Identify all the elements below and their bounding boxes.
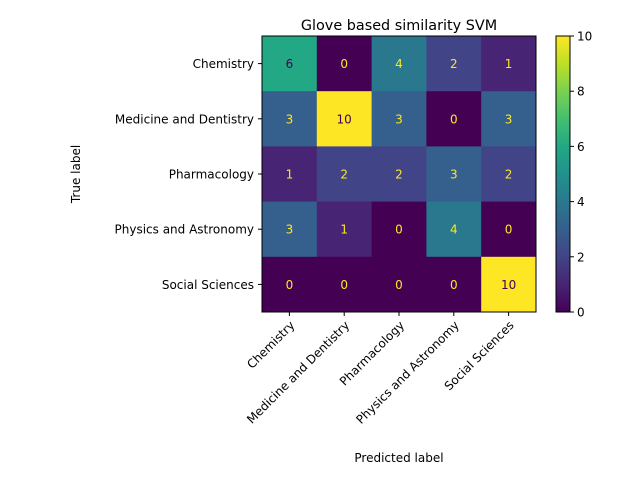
heatmap-cell (426, 146, 482, 203)
heatmap-cell (481, 36, 537, 92)
x-axis-label: Predicted label (354, 451, 443, 465)
cell-value-label: 0 (340, 278, 348, 292)
cell-value-label: 2 (340, 168, 348, 182)
heatmap-cell (371, 91, 427, 147)
heatmap-cell (426, 256, 482, 313)
heatmap-cell (316, 201, 373, 258)
heatmap-cell (316, 146, 373, 203)
cell-value-label: 10 (501, 278, 516, 292)
y-tick-label: Pharmacology (169, 168, 254, 182)
cell-value-label: 3 (450, 168, 458, 182)
heatmap-cell (371, 146, 427, 203)
heatmap-cell (426, 201, 482, 258)
cell-value-label: 3 (505, 112, 513, 126)
cell-value-label: 6 (286, 57, 294, 71)
x-tick-label: Physics and Astronomy (353, 318, 462, 427)
cell-value-label: 3 (286, 223, 294, 237)
heatmap-cell (481, 146, 537, 203)
heatmap-cell (426, 36, 482, 92)
y-tick-label: Social Sciences (162, 278, 254, 292)
y-axis-label: True label (69, 145, 83, 204)
cell-value-label: 4 (450, 223, 458, 237)
x-tick-label: Medicine and Dentistry (244, 318, 352, 426)
heatmap-cell (316, 256, 373, 313)
x-tick-label: Chemistry (244, 318, 297, 371)
cell-value-label: 0 (286, 278, 294, 292)
heatmap-cell (262, 256, 318, 313)
cell-value-label: 2 (505, 168, 513, 182)
colorbar-tick-label: 0 (577, 306, 585, 320)
cell-value-label: 2 (395, 168, 403, 182)
heatmap-cell (371, 256, 427, 313)
colorbar-tick-label: 2 (577, 250, 585, 264)
cell-value-label: 4 (395, 57, 403, 71)
cell-value-label: 0 (395, 223, 403, 237)
heatmap-cell (371, 36, 427, 92)
y-tick-label: Medicine and Dentistry (115, 112, 254, 126)
cell-value-label: 1 (286, 168, 294, 182)
heatmap-cell (481, 201, 537, 258)
heatmap-cell (262, 36, 318, 92)
colorbar: 0 2 4 6 8 10 (555, 30, 592, 320)
heatmap-cells: 6 0 4 2 13 10 3 0 31 2 2 3 23 1 0 4 00 0 0 0 10 (262, 36, 537, 313)
heatmap-cell (481, 91, 537, 147)
cell-value-label: 1 (505, 57, 513, 71)
cell-value-label: 3 (395, 112, 403, 126)
colorbar-gradient (555, 35, 571, 313)
heatmap-cell (262, 146, 318, 203)
cell-value-label: 3 (286, 112, 294, 126)
y-tick-label: Chemistry (193, 57, 254, 71)
cell-value-label: 0 (395, 278, 403, 292)
heatmap-cell (316, 91, 373, 147)
heatmap-cell (262, 91, 318, 147)
colorbar-tick-label: 4 (577, 195, 585, 209)
colorbar-tick-label: 8 (577, 85, 585, 99)
colorbar-tick-label: 6 (577, 140, 585, 154)
colorbar-tick-label: 10 (577, 30, 592, 44)
cell-value-label: 10 (337, 112, 352, 126)
heatmap-cell (371, 201, 427, 258)
cell-value-label: 0 (340, 57, 348, 71)
y-axis-ticks: Chemistry Medicine and Dentistry Pharmacol… (115, 57, 262, 292)
heatmap-cell (481, 256, 537, 313)
y-tick-label: Physics and Astronomy (115, 223, 255, 237)
cell-value-label: 0 (505, 223, 513, 237)
cell-value-label: 2 (450, 57, 458, 71)
cell-value-label: 0 (450, 278, 458, 292)
chart-title: Glove based similarity SVM (301, 18, 497, 34)
heatmap-cell (426, 91, 482, 147)
heatmap-cell (316, 36, 373, 92)
cell-value-label: 0 (450, 112, 458, 126)
cell-value-label: 1 (340, 223, 348, 237)
heatmap-cell (262, 201, 318, 258)
